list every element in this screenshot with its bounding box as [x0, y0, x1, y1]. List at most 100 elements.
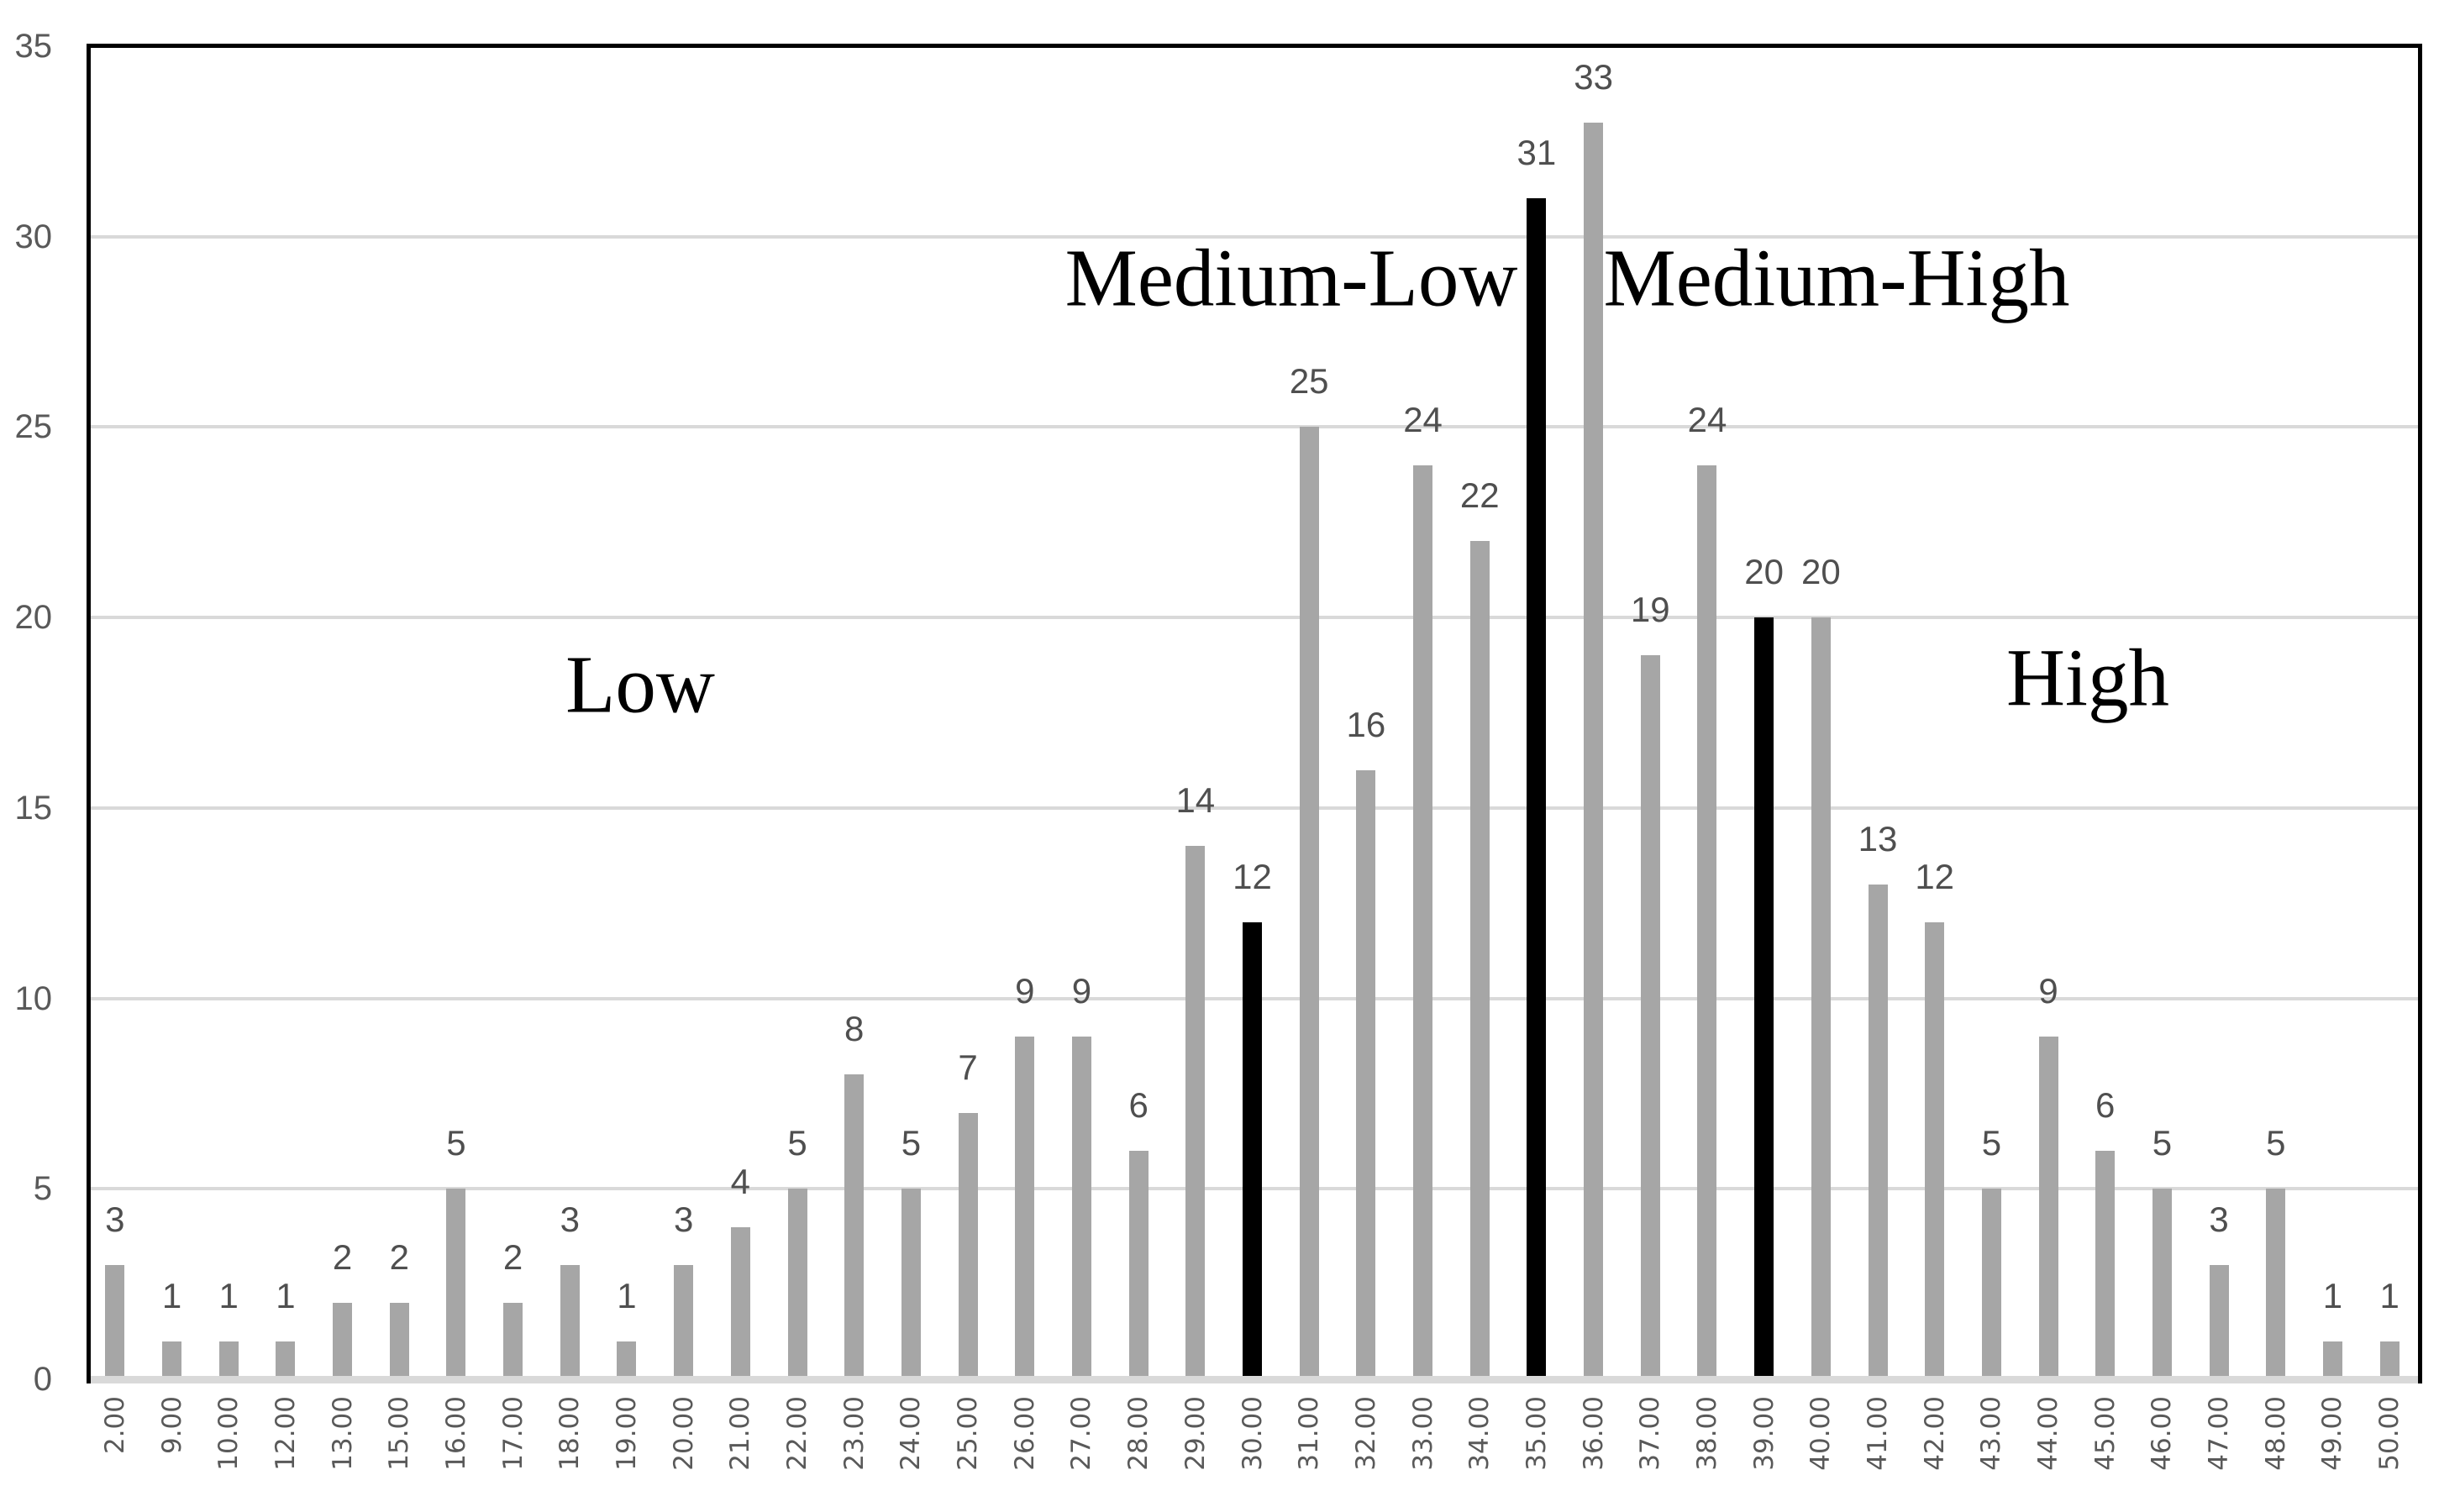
- bar-value-label: 16: [1346, 704, 1386, 744]
- bar-42.00: [1925, 921, 1945, 1376]
- x-axis-tick-label: 49.00: [2317, 1396, 2348, 1471]
- bar-33.00: [1413, 465, 1433, 1376]
- bar-36.00: [1584, 122, 1604, 1376]
- bar-39.00: [1754, 617, 1774, 1376]
- x-axis-tick-label: 25.00: [953, 1396, 984, 1471]
- x-axis-tick-label: 32.00: [1350, 1396, 1381, 1471]
- bar-value-label: 14: [1175, 780, 1216, 821]
- bar-value-label: 3: [2209, 1199, 2229, 1239]
- x-axis-tick-label: 30.00: [1237, 1396, 1268, 1471]
- y-axis-tick-label: 15: [14, 789, 53, 827]
- bar-22.00: [787, 1189, 807, 1376]
- x-axis-tick-label: 40.00: [1806, 1396, 1837, 1471]
- x-axis-tick-label: 38.00: [1691, 1396, 1722, 1471]
- x-axis-tick-label: 28.00: [1123, 1396, 1154, 1471]
- bar-value-label: 3: [560, 1199, 580, 1239]
- x-axis-tick-label: 46.00: [2147, 1396, 2178, 1471]
- x-axis-tick-label: 26.00: [1009, 1396, 1040, 1471]
- x-axis-tick-label: 13.00: [327, 1396, 358, 1471]
- bar-value-label: 2: [502, 1237, 523, 1278]
- gridline-y-30: [91, 234, 2418, 239]
- bar-value-label: 5: [1981, 1123, 2002, 1163]
- y-axis-tick-label: 5: [33, 1170, 52, 1208]
- x-axis-tick-label: 39.00: [1748, 1396, 1779, 1471]
- x-axis-tick-label: 42.00: [1919, 1396, 1950, 1471]
- bar-value-label: 25: [1289, 361, 1329, 402]
- x-axis-tick-label: 27.00: [1066, 1396, 1097, 1471]
- bar-45.00: [2095, 1150, 2116, 1376]
- gridline-y-20: [91, 616, 2418, 620]
- x-axis-tick-label: 16.00: [440, 1396, 471, 1471]
- x-axis-tick-label: 37.00: [1635, 1396, 1666, 1471]
- bar-value-label: 2: [389, 1237, 409, 1278]
- x-axis-line: [87, 1376, 2422, 1383]
- bar-10.00: [218, 1341, 239, 1376]
- x-axis-tick-label: 9.00: [156, 1396, 187, 1455]
- x-axis-tick-label: 19.00: [611, 1396, 642, 1471]
- bar-40.00: [1811, 617, 1831, 1376]
- bar-value-label: 1: [617, 1275, 637, 1315]
- bar-43.00: [1981, 1189, 2001, 1376]
- bar-38.00: [1697, 465, 1717, 1376]
- x-axis-tick-label: 23.00: [838, 1396, 870, 1471]
- bar-50.00: [2379, 1341, 2400, 1376]
- bar-value-label: 20: [1744, 552, 1784, 592]
- bar-value-label: 5: [446, 1123, 466, 1163]
- bar-value-label: 5: [2152, 1123, 2173, 1163]
- x-axis-tick-label: 43.00: [1976, 1396, 2007, 1471]
- bar-value-label: 8: [844, 1009, 865, 1049]
- bar-26.00: [1015, 1036, 1035, 1376]
- y-axis-tick-label: 0: [33, 1361, 52, 1398]
- bar-48.00: [2266, 1189, 2286, 1376]
- bar-value-label: 9: [1071, 970, 1092, 1011]
- plot-border-top: [87, 44, 2422, 48]
- bar-15.00: [389, 1303, 409, 1376]
- bar-23.00: [844, 1074, 865, 1376]
- x-axis-tick-label: 2.00: [99, 1396, 130, 1455]
- gridline-y-15: [91, 806, 2418, 810]
- bar-value-label: 12: [1233, 856, 1272, 896]
- bar-value-label: 6: [2095, 1084, 2116, 1125]
- x-axis-tick-label: 22.00: [782, 1396, 813, 1471]
- bar-18.00: [560, 1264, 580, 1376]
- bar-46.00: [2152, 1189, 2172, 1376]
- bar-value-label: 31: [1516, 133, 1557, 173]
- bar-value-label: 20: [1800, 552, 1841, 592]
- bar-20.00: [674, 1264, 694, 1376]
- bar-29.00: [1185, 846, 1206, 1376]
- bar-34.00: [1469, 541, 1490, 1376]
- x-axis-tick-label: 29.00: [1180, 1396, 1211, 1471]
- x-axis-tick-label: 41.00: [1863, 1396, 1893, 1471]
- x-axis-tick-label: 17.00: [497, 1396, 528, 1471]
- bar-value-label: 19: [1630, 590, 1670, 630]
- bar-44.00: [2038, 1036, 2058, 1376]
- bar-value-label: 3: [673, 1199, 694, 1239]
- bar-value-label: 3: [105, 1199, 125, 1239]
- y-axis-tick-label: 25: [14, 408, 53, 446]
- bar-value-label: 1: [2322, 1275, 2343, 1315]
- region-label-high: High: [2006, 633, 2169, 723]
- bar-37.00: [1640, 655, 1660, 1376]
- bar-31.00: [1299, 427, 1319, 1376]
- x-axis-tick-label: 20.00: [668, 1396, 699, 1471]
- bar-value-label: 5: [901, 1123, 922, 1163]
- x-axis-tick-label: 12.00: [270, 1396, 301, 1471]
- bar-35.00: [1527, 198, 1547, 1376]
- bar-value-label: 4: [730, 1161, 751, 1201]
- bar-49.00: [2322, 1341, 2342, 1376]
- bar-value-label: 6: [1128, 1084, 1149, 1125]
- gridline-y-25: [91, 425, 2418, 429]
- y-axis-tick-label: 20: [14, 599, 53, 637]
- x-axis-tick-label: 10.00: [213, 1396, 244, 1471]
- x-axis-tick-label: 18.00: [555, 1396, 586, 1471]
- plot-border-left: [87, 44, 91, 1383]
- x-axis-tick-label: 50.00: [2374, 1396, 2405, 1471]
- bar-32.00: [1356, 769, 1376, 1376]
- bar-value-label: 5: [2266, 1123, 2286, 1163]
- x-axis-tick-label: 47.00: [2204, 1396, 2235, 1471]
- y-axis-tick-label: 30: [14, 218, 53, 255]
- bar-2.00: [105, 1264, 125, 1376]
- x-axis-tick-label: 35.00: [1521, 1396, 1552, 1471]
- bar-value-label: 9: [2038, 970, 2058, 1011]
- bar-27.00: [1071, 1036, 1091, 1376]
